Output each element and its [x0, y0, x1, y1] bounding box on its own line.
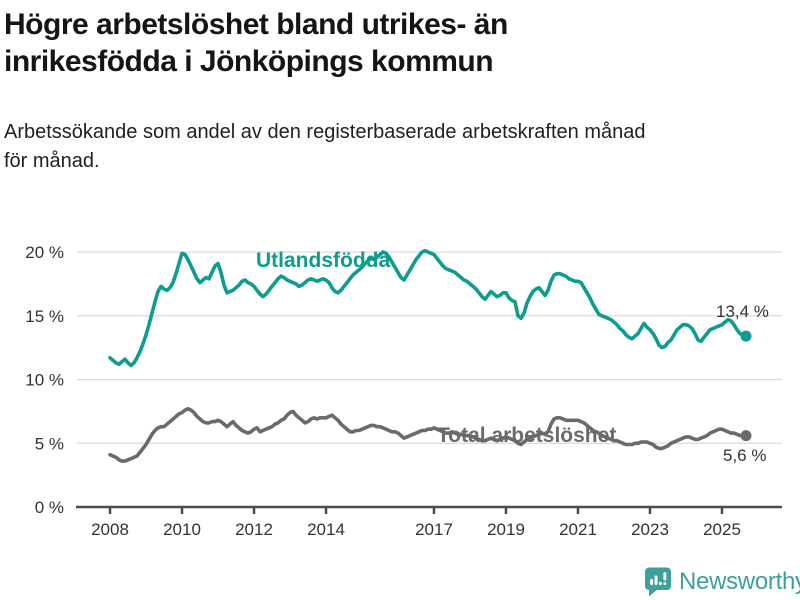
y-tick-label: 10 %	[25, 371, 64, 390]
y-tick-label: 0 %	[35, 498, 64, 517]
page-title: Högre arbetslöshet bland utrikes- än inr…	[4, 6, 508, 80]
title-line-2: inrikesfödda i Jönköpings kommun	[4, 45, 494, 78]
x-tick-label: 2010	[163, 520, 201, 539]
newsworthy-bubble-chart-icon	[645, 567, 671, 597]
subtitle-line-2: för månad.	[4, 150, 100, 172]
series-end-dot	[740, 330, 752, 342]
end-value-total-arbetsloshet: 5,6 %	[723, 446, 767, 465]
x-tick-label: 2023	[631, 520, 669, 539]
x-tick-label: 2017	[415, 520, 453, 539]
series-line	[108, 248, 748, 368]
series-end-dot	[740, 430, 752, 442]
series-line	[108, 406, 748, 463]
y-tick-label: 5 %	[35, 434, 64, 453]
end-value-utlandsfodda: 13,4 %	[716, 302, 769, 321]
newsworthy-logo: Newsworthy	[644, 566, 800, 598]
chart-subtitle: Arbetssökande som andel av den registerb…	[4, 118, 646, 176]
x-tick-label: 2025	[703, 520, 741, 539]
x-tick-label: 2008	[91, 520, 129, 539]
newsworthy-wordmark: Newsworthy	[679, 568, 800, 595]
x-tick-label: 2014	[307, 520, 345, 539]
y-tick-label: 20 %	[25, 243, 64, 262]
series-label-total-arbetsloshet: Total arbetslöshet	[437, 424, 617, 447]
series-label-utlandsfodda: Utlandsfödda	[256, 249, 391, 272]
x-tick-label: 2012	[235, 520, 273, 539]
x-tick-label: 2019	[487, 520, 525, 539]
title-line-1: Högre arbetslöshet bland utrikes- än	[4, 8, 508, 41]
x-tick-label: 2021	[559, 520, 597, 539]
subtitle-line-1: Arbetssökande som andel av den registerb…	[4, 121, 646, 143]
y-tick-label: 15 %	[25, 307, 64, 326]
